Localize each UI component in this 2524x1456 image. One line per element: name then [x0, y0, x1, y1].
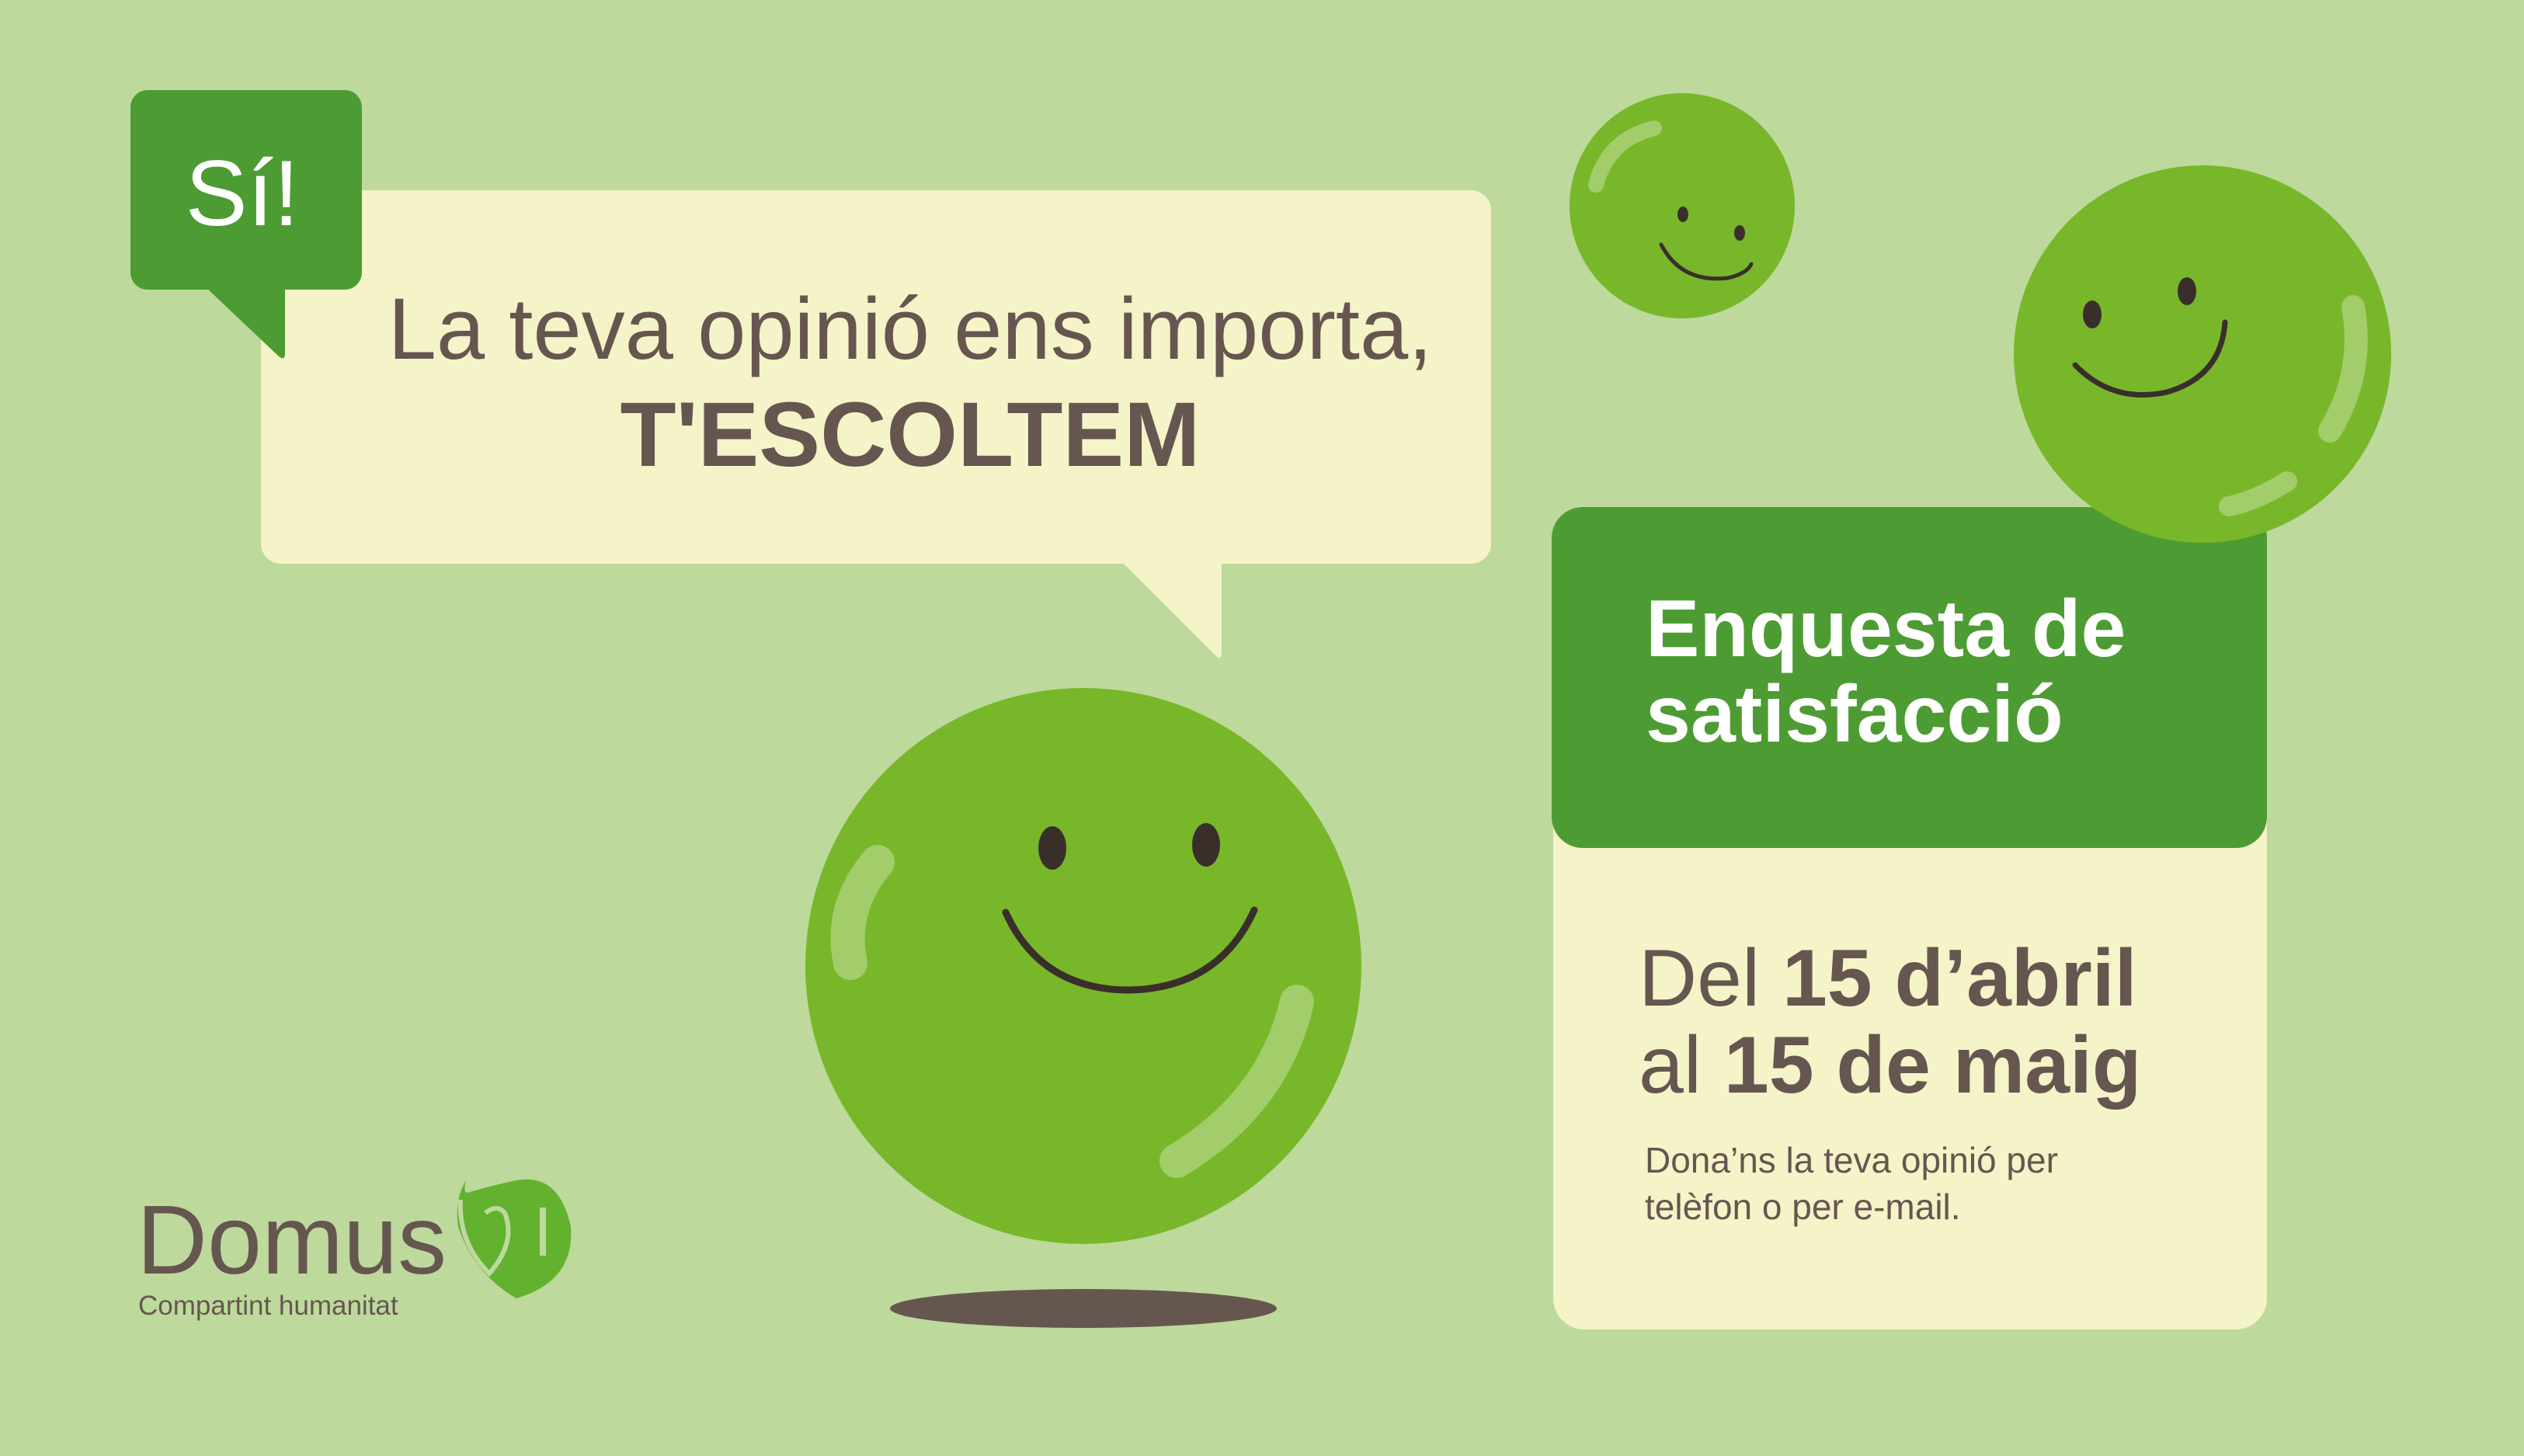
logo-brand-text: Domus [137, 1185, 447, 1294]
smiley-face-icon [1570, 93, 1795, 318]
si-label: Sí! [186, 141, 300, 245]
speech-bubble: La teva opinió ens importa, T'ESCOLTEM [261, 190, 1491, 659]
logo-tagline: Compartint humanitat [138, 1291, 398, 1321]
survey-card: Enquesta de satisfacció Del 15 d’abril a… [1552, 507, 2267, 1329]
date-line-2-bold: 15 de maig [1724, 1020, 2142, 1110]
note-line-2: telèfon o per e-mail. [1645, 1187, 1961, 1227]
speech-line-1: La teva opinió ens importa, [388, 280, 1433, 377]
date-line-1: Del 15 d’abril [1639, 933, 2137, 1023]
smiley-shadow [890, 1289, 1277, 1328]
smiley-face-icon [2014, 165, 2391, 543]
date-line-1-prefix: Del [1639, 933, 1760, 1023]
domusvi-logo: Domus Compartint humanitat [137, 1179, 572, 1321]
survey-title-line-1: Enquesta de [1646, 584, 2126, 674]
survey-title-box [1552, 507, 2267, 848]
si-badge: Sí! [130, 90, 362, 359]
note-line-1: Dona’ns la teva opinió per [1645, 1140, 2058, 1180]
survey-title-line-2: satisfacció [1646, 669, 2063, 759]
date-line-2-prefix: al [1639, 1020, 1702, 1110]
speech-line-2: T'ESCOLTEM [621, 384, 1201, 486]
heart-logo-icon [457, 1179, 572, 1298]
date-line-2: al 15 de maig [1639, 1020, 2141, 1110]
smiley-face-icon [805, 688, 1361, 1244]
date-line-1-bold: 15 d’abril [1782, 933, 2137, 1023]
